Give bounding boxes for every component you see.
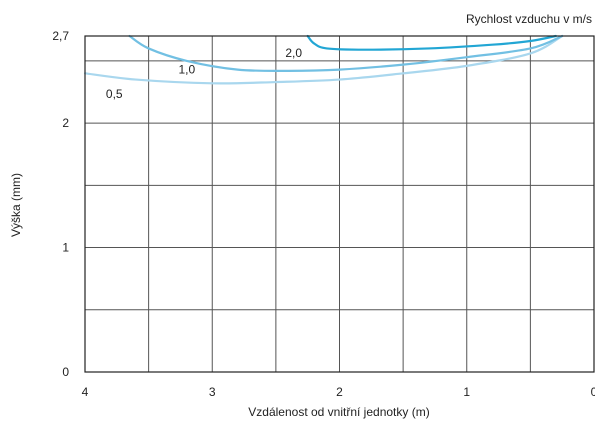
plot-frame xyxy=(84,35,595,373)
y-axis-ticks: 0 1 2 2,7 xyxy=(52,29,69,379)
x-axis-label: Vzdálenost od vnitřní jednotky (m) xyxy=(248,405,429,419)
legend-title: Rychlost vzduchu v m/s xyxy=(466,12,592,26)
y-tick-label: 2,7 xyxy=(52,29,69,43)
y-axis-label: Výška (mm) xyxy=(9,173,23,237)
series-label: 1,0 xyxy=(178,62,195,76)
x-tick-label: 1 xyxy=(463,385,470,399)
series-line-1-0 xyxy=(128,34,564,72)
series-line-2-0 xyxy=(306,34,557,51)
grid xyxy=(84,35,595,373)
y-tick-label: 1 xyxy=(62,241,69,255)
series-line-0-5 xyxy=(83,34,564,85)
series-label: 2,0 xyxy=(285,46,302,60)
x-axis-ticks: 4 3 2 1 0 xyxy=(82,385,595,399)
y-tick-label: 0 xyxy=(62,365,69,379)
x-tick-label: 4 xyxy=(82,385,89,399)
x-tick-label: 0 xyxy=(591,385,595,399)
y-tick-label: 2 xyxy=(62,116,69,130)
x-tick-label: 2 xyxy=(336,385,343,399)
series-lines xyxy=(83,34,564,85)
x-tick-label: 3 xyxy=(209,385,216,399)
series-value-labels: 0,5 1,0 2,0 xyxy=(106,46,302,101)
series-label: 0,5 xyxy=(106,87,123,101)
